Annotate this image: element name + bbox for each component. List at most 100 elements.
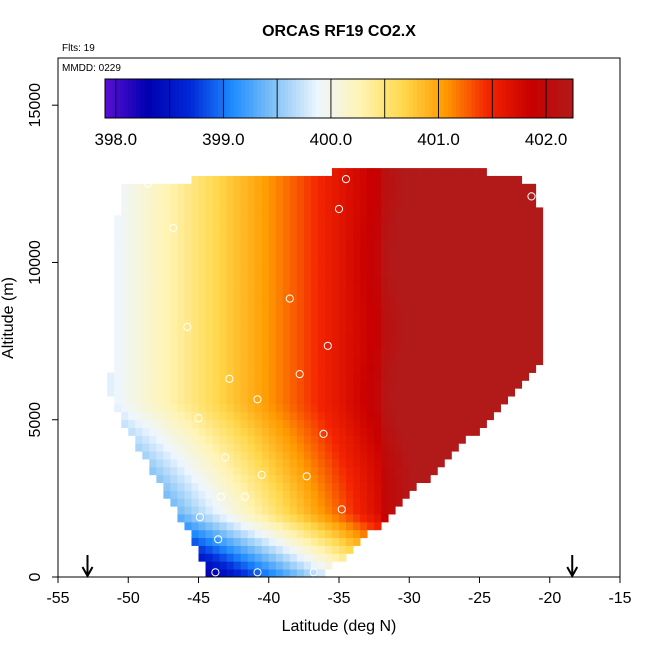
heatmap-cell bbox=[226, 459, 235, 468]
heatmap-cell bbox=[331, 537, 340, 546]
heatmap-cell bbox=[205, 348, 213, 358]
heatmap-cell bbox=[163, 262, 171, 271]
heatmap-cell bbox=[128, 246, 136, 255]
heatmap-cell bbox=[135, 254, 143, 263]
heatmap-cell bbox=[289, 388, 298, 397]
heatmap-cell bbox=[521, 223, 530, 232]
heatmap-cell bbox=[465, 419, 473, 428]
heatmap-cell bbox=[135, 270, 143, 279]
heatmap-cell bbox=[444, 301, 452, 311]
heatmap-cell bbox=[296, 443, 305, 452]
heatmap-cell bbox=[219, 364, 227, 373]
heatmap-cell bbox=[451, 427, 459, 436]
heatmap-cell bbox=[198, 246, 206, 255]
heatmap-cell bbox=[437, 293, 445, 303]
heatmap-cell bbox=[444, 175, 452, 185]
heatmap-cell bbox=[493, 333, 501, 342]
heatmap-cell bbox=[233, 325, 242, 334]
heatmap-cell bbox=[437, 419, 445, 428]
heatmap-cell bbox=[353, 474, 361, 484]
heatmap-cell bbox=[149, 348, 157, 358]
heatmap-cell bbox=[317, 325, 326, 334]
heatmap-cell bbox=[500, 301, 508, 311]
heatmap-cell bbox=[324, 514, 333, 523]
heatmap-cell bbox=[310, 175, 319, 185]
heatmap-cell bbox=[219, 435, 227, 444]
heatmap-cell bbox=[409, 270, 417, 279]
heatmap-cell bbox=[170, 278, 178, 287]
heatmap-cell bbox=[402, 490, 410, 499]
heatmap-cell bbox=[289, 459, 298, 468]
heatmap-cell bbox=[205, 223, 213, 232]
heatmap-cell bbox=[346, 459, 354, 468]
heatmap-cell bbox=[521, 238, 530, 248]
colorbar-segment bbox=[409, 79, 414, 118]
heatmap-cell bbox=[156, 254, 164, 263]
heatmap-cell bbox=[374, 333, 382, 342]
heatmap-cell bbox=[233, 238, 242, 248]
heatmap-cell bbox=[479, 356, 487, 366]
heatmap-cell bbox=[149, 466, 157, 476]
heatmap-cell bbox=[282, 498, 291, 507]
heatmap-cell bbox=[142, 254, 150, 263]
heatmap-cell bbox=[303, 427, 312, 436]
heatmap-cell bbox=[289, 427, 298, 436]
heatmap-cell bbox=[247, 411, 256, 421]
heatmap-cell bbox=[331, 175, 340, 185]
heatmap-cell bbox=[191, 419, 199, 428]
colorbar-segment bbox=[530, 79, 535, 118]
colorbar-segment bbox=[241, 79, 246, 118]
heatmap-cell bbox=[479, 301, 487, 311]
heatmap-cell bbox=[367, 333, 375, 342]
heatmap-cell bbox=[444, 317, 452, 326]
heatmap-cell bbox=[339, 451, 347, 460]
heatmap-cell bbox=[444, 238, 452, 248]
heatmap-cell bbox=[261, 459, 270, 468]
heatmap-cell bbox=[163, 435, 171, 444]
heatmap-cell bbox=[324, 356, 333, 366]
heatmap-cell bbox=[409, 293, 417, 303]
heatmap-cell bbox=[324, 348, 333, 358]
heatmap-cell bbox=[240, 215, 249, 224]
heatmap-cell bbox=[212, 317, 220, 326]
heatmap-cell bbox=[331, 223, 340, 232]
heatmap-cell bbox=[353, 435, 361, 444]
heatmap-cell bbox=[353, 183, 361, 193]
heatmap-cell bbox=[219, 404, 227, 413]
heatmap-cell bbox=[177, 207, 185, 216]
heatmap-cell bbox=[149, 364, 157, 373]
heatmap-cell bbox=[121, 301, 129, 311]
heatmap-cell bbox=[170, 293, 178, 303]
heatmap-cell bbox=[360, 506, 368, 515]
heatmap-cell bbox=[479, 286, 487, 295]
colorbar-segment bbox=[506, 79, 511, 118]
heatmap-cell bbox=[254, 317, 263, 326]
heatmap-cell bbox=[374, 388, 382, 397]
heatmap-cell bbox=[444, 380, 452, 389]
heatmap-cell bbox=[535, 246, 544, 255]
heatmap-cell bbox=[163, 364, 171, 373]
heatmap-cell bbox=[331, 459, 340, 468]
colorbar-segment bbox=[432, 79, 437, 118]
heatmap-cell bbox=[367, 388, 375, 397]
heatmap-cell bbox=[310, 356, 319, 366]
heatmap-cell bbox=[121, 270, 129, 279]
heatmap-cell bbox=[254, 199, 263, 208]
heatmap-cell bbox=[170, 490, 178, 499]
heatmap-cell bbox=[261, 199, 270, 208]
heatmap-cell bbox=[528, 207, 537, 216]
heatmap-cell bbox=[212, 419, 220, 428]
heatmap-cell bbox=[268, 215, 277, 224]
colorbar-segment bbox=[218, 79, 223, 118]
colorbar-segment bbox=[440, 79, 445, 118]
heatmap-cell bbox=[500, 396, 508, 405]
heatmap-cell bbox=[226, 286, 235, 295]
heatmap-cell bbox=[184, 254, 192, 263]
x-tick-label: -55 bbox=[46, 590, 69, 607]
heatmap-cell bbox=[275, 301, 284, 311]
heatmap-cell bbox=[500, 341, 508, 350]
heatmap-cell bbox=[121, 293, 129, 303]
heatmap-cell bbox=[184, 521, 192, 531]
heatmap-cell bbox=[247, 521, 256, 531]
heatmap-cell bbox=[472, 404, 480, 413]
